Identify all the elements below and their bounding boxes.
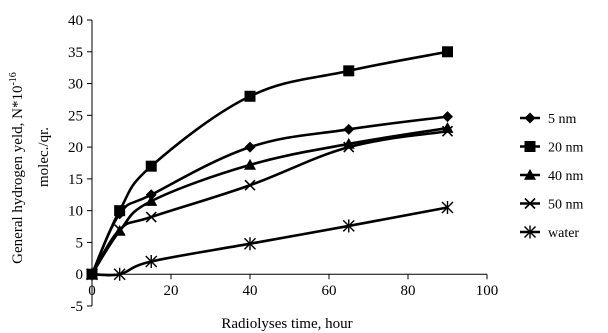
legend-item: 50 nm [520, 198, 584, 213]
legend-label: 20 nm [548, 141, 584, 156]
legend-label: water [548, 226, 579, 241]
data-point [343, 123, 355, 135]
y-tick-label: 15 [68, 172, 83, 188]
legend-label: 50 nm [548, 198, 584, 213]
legend-item: water [520, 225, 579, 241]
data-point [342, 137, 355, 149]
y-tick-label: 35 [68, 45, 83, 61]
x-tick-label: 80 [401, 283, 416, 299]
x-tick-label: 20 [164, 283, 179, 299]
data-point [114, 205, 126, 217]
y-ticks: -5 0 5 10 15 20 25 30 35 40 [68, 13, 92, 315]
x-axis-label: Radiolyses time, hour [221, 316, 352, 332]
y-axis-label-main: General hydrogen yeld, N*10 [10, 86, 26, 264]
y-axis-label-line2: molec./qr. [36, 127, 52, 187]
data-point [244, 158, 256, 170]
data-point [342, 219, 355, 233]
data-point [145, 160, 157, 172]
series-line [90, 129, 448, 275]
series-line [90, 126, 448, 275]
data-point [442, 46, 453, 58]
x-tick-label: 100 [476, 283, 499, 299]
data-point [343, 65, 355, 77]
legend-marker [524, 169, 536, 180]
data-point [145, 211, 157, 223]
data-point [145, 189, 157, 201]
legend-label: 5 nm [548, 112, 577, 127]
y-axis-label-exponent: -16 [8, 72, 19, 85]
y-tick-label: 5 [76, 235, 84, 251]
legend-item: 5 nm [520, 112, 577, 127]
data-point [145, 255, 158, 269]
x-tick-label: 0 [88, 283, 96, 299]
data-point [244, 179, 256, 191]
data-point [114, 224, 126, 236]
series-line [90, 115, 448, 275]
data-point [343, 141, 355, 153]
data-point [113, 267, 126, 281]
legend-item: 20 nm [520, 141, 584, 156]
y-tick-label: 20 [68, 140, 83, 156]
x-tick-label: 40 [243, 283, 258, 299]
data-point [441, 125, 454, 137]
data-point [441, 200, 454, 214]
y-tick-label: -5 [71, 299, 84, 315]
data-point [441, 122, 454, 133]
legend-marker [524, 197, 536, 210]
series-markers [86, 46, 454, 281]
legend-label: 40 nm [548, 169, 584, 184]
data-point [244, 141, 256, 153]
x-tick-label: 60 [322, 283, 337, 299]
legend: 5 nm 20 nm 40 nm 50 nm water [520, 112, 584, 241]
data-point [442, 111, 453, 123]
data-point [86, 267, 98, 281]
data-point [145, 195, 158, 206]
legend-marker [524, 225, 536, 239]
legend-item: 40 nm [520, 169, 584, 184]
y-tick-label: 10 [68, 204, 83, 220]
y-tick-label: 40 [68, 13, 83, 29]
y-axis-label: General hydrogen yeld, N*10-16 [8, 72, 26, 264]
y-tick-label: 25 [68, 108, 83, 124]
y-tick-label: 0 [76, 267, 84, 283]
y-tick-label: 30 [68, 77, 83, 93]
x-ticks: 0 20 40 60 80 100 [88, 274, 498, 299]
axes [91, 20, 487, 306]
legend-marker [524, 141, 536, 152]
data-point [244, 90, 256, 102]
data-point [244, 237, 256, 251]
series-lines [90, 50, 448, 277]
legend-marker [524, 112, 536, 124]
